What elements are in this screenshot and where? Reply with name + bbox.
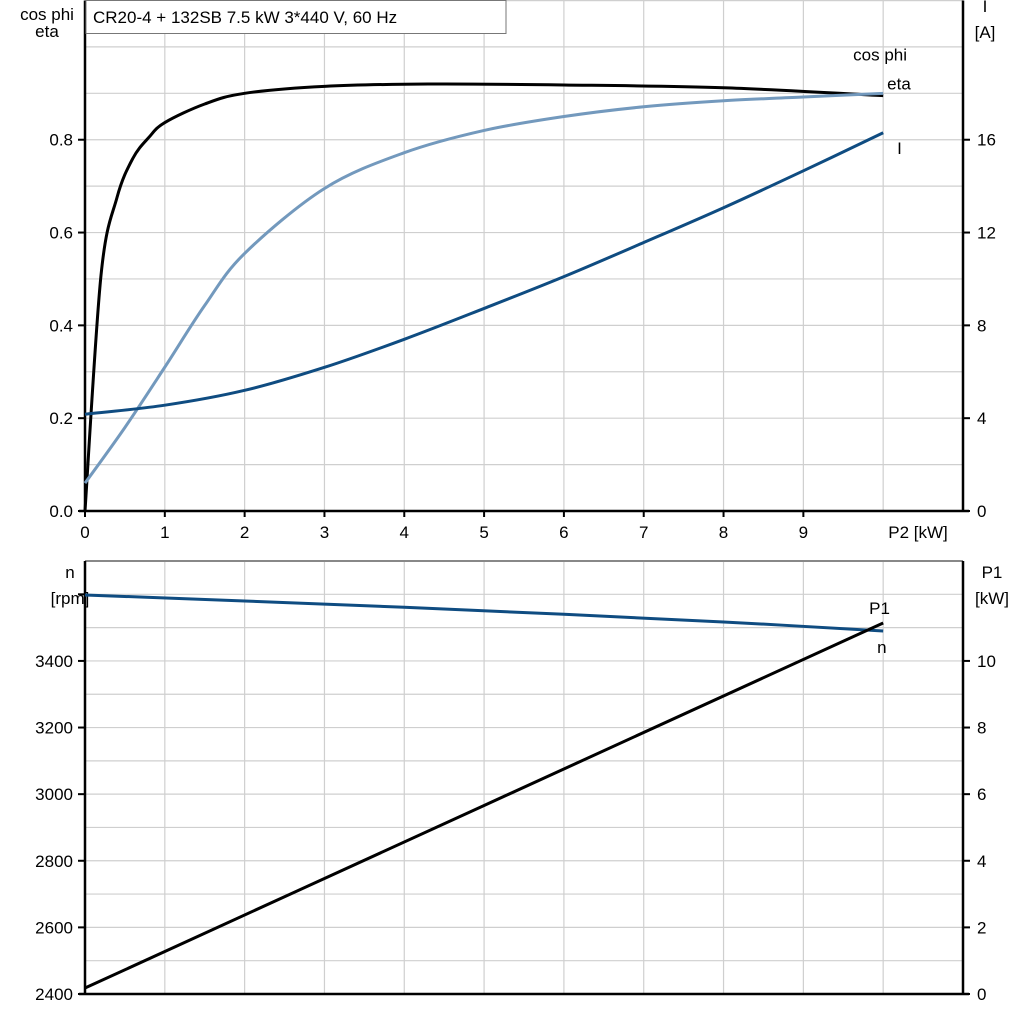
y-right-tick-label: 4 [977, 852, 986, 871]
series-label-n: n [877, 638, 886, 657]
series-line-n [84, 593, 884, 633]
series-line-p1 [84, 621, 884, 990]
x-tick-label: 2 [240, 523, 249, 542]
y-right-tick-label: 2 [977, 918, 986, 937]
y-right-tick-label: 0 [977, 985, 986, 1004]
y-left-tick-label: 2400 [35, 985, 73, 1004]
y-left-axis-label: eta [35, 22, 59, 41]
y-right-tick-label: 4 [977, 409, 986, 428]
x-axis-label: P2 [kW] [888, 523, 948, 542]
y-left-tick-label: 0.0 [49, 502, 73, 521]
x-tick-label: 7 [639, 523, 648, 542]
y-left-tick-label: 3000 [35, 785, 73, 804]
y-right-axis-label: [kW] [975, 589, 1009, 608]
x-tick-label: 8 [719, 523, 728, 542]
x-tick-label: 4 [400, 523, 409, 542]
chart-title: CR20-4 + 132SB 7.5 kW 3*440 V, 60 Hz [93, 8, 397, 27]
series-line-i [84, 131, 884, 416]
x-tick-label: 3 [320, 523, 329, 542]
y-right-tick-label: 8 [977, 316, 986, 335]
y-right-axis-label: P1 [982, 563, 1003, 582]
x-tick-label: 9 [799, 523, 808, 542]
y-left-tick-label: 0.8 [49, 131, 73, 150]
y-left-tick-label: 0.4 [49, 316, 73, 335]
x-tick-label: 6 [559, 523, 568, 542]
y-right-tick-label: 16 [977, 131, 996, 150]
y-left-tick-label: 3400 [35, 652, 73, 671]
y-right-axis-label: I [983, 0, 988, 16]
series-line-cos-phi [83, 91, 884, 485]
y-left-tick-label: 2800 [35, 852, 73, 871]
x-tick-label: 5 [479, 523, 488, 542]
y-left-tick-label: 0.6 [49, 224, 73, 243]
y-left-axis-label: cos phi [20, 5, 74, 24]
x-tick-label: 0 [80, 523, 89, 542]
y-left-axis-label: n [65, 563, 74, 582]
series-label-cos-phi: cos phi [853, 45, 907, 64]
y-right-tick-label: 10 [977, 652, 996, 671]
y-right-tick-label: 6 [977, 785, 986, 804]
y-right-tick-label: 12 [977, 224, 996, 243]
y-left-tick-label: 2600 [35, 918, 73, 937]
series-label-i: I [897, 139, 902, 158]
series-label-p1: P1 [869, 599, 890, 618]
y-right-tick-label: 8 [977, 719, 986, 738]
series-line-eta [83, 82, 884, 512]
series-label-eta: eta [887, 75, 911, 94]
x-tick-label: 1 [160, 523, 169, 542]
y-left-tick-label: 3200 [35, 719, 73, 738]
y-right-tick-label: 0 [977, 502, 986, 521]
title-box [85, 0, 507, 34]
y-left-axis-label: [rpm] [51, 589, 90, 608]
y-left-tick-label: 0.2 [49, 409, 73, 428]
y-right-axis-label: [A] [975, 23, 996, 42]
